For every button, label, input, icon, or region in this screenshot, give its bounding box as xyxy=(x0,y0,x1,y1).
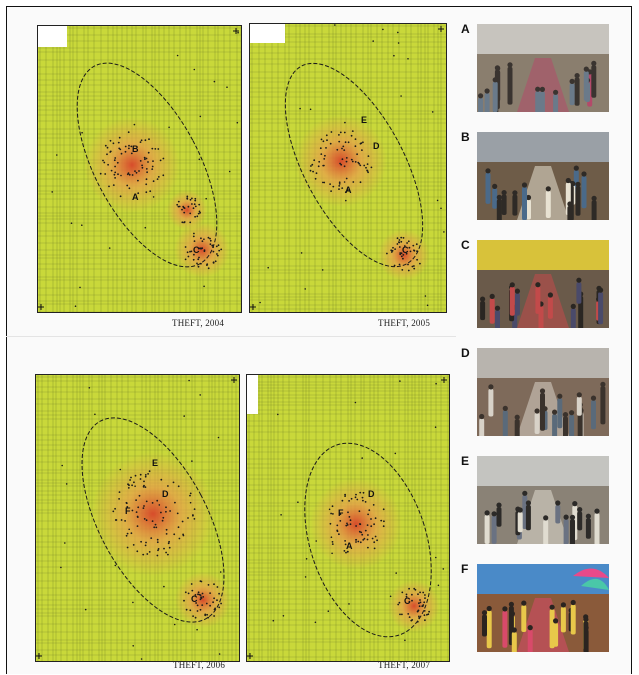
photo-column: A B C D E F xyxy=(461,22,621,670)
location-label-d: D xyxy=(373,141,380,151)
location-label-e: E xyxy=(152,458,158,468)
map-caption-2005: THEFT, 2005 xyxy=(378,318,431,328)
std-deviation-ellipse xyxy=(304,442,432,638)
std-deviation-ellipse xyxy=(76,62,218,268)
photo-letter: D xyxy=(461,346,470,360)
location-label-c: C xyxy=(404,596,411,606)
location-label-a: A xyxy=(346,541,353,551)
location-label-d: D xyxy=(162,489,169,499)
photo-letter: B xyxy=(461,130,470,144)
photo-row-d: D xyxy=(461,346,621,442)
theft-hotspot xyxy=(388,580,440,632)
corner-mark xyxy=(36,653,42,659)
street-grid xyxy=(249,23,447,313)
photo-row-a: A xyxy=(461,22,621,118)
map-panel-theft-2004: A B C xyxy=(37,25,242,313)
location-label-c: C xyxy=(193,245,200,255)
corner-mark xyxy=(441,377,447,383)
heatmap-svg: A C D E xyxy=(249,23,447,313)
theft-hotspot xyxy=(310,478,402,570)
location-label-e: E xyxy=(361,115,367,125)
photo-letter: E xyxy=(461,454,470,468)
map-panel-theft-2005: A C D E xyxy=(249,23,447,313)
theft-hotspot xyxy=(91,452,215,576)
corner-mark xyxy=(247,653,253,659)
map-cutout xyxy=(37,25,67,47)
photo-row-c: C xyxy=(461,238,621,334)
heatmap-svg: A C D F xyxy=(246,374,450,662)
incident-points xyxy=(60,379,223,660)
corner-mark xyxy=(438,26,444,32)
heatmap-svg: A B C xyxy=(37,25,242,313)
photo-row-b: B xyxy=(461,130,621,226)
corner-mark xyxy=(233,28,239,34)
theft-hotspot xyxy=(167,190,207,230)
row-divider xyxy=(6,336,456,337)
map-border xyxy=(249,23,447,313)
photo-crowded-shopping-street xyxy=(477,240,609,328)
photo-covered-walkway-under-overpass xyxy=(477,456,609,544)
location-label-d: D xyxy=(368,489,375,499)
photo-elevated-walkway-crowd xyxy=(477,24,609,112)
map-border xyxy=(35,374,240,662)
map-caption-2007: THEFT, 2007 xyxy=(378,660,431,670)
map-border xyxy=(246,374,450,662)
photo-row-e: E xyxy=(461,454,621,550)
location-label-f: F xyxy=(338,508,344,518)
map-panel-theft-2007: A C D F xyxy=(246,374,450,662)
photo-letter: A xyxy=(461,22,470,36)
location-label-a: A xyxy=(132,192,139,202)
heatmap-svg: C D E F xyxy=(35,374,240,662)
incident-points xyxy=(259,24,445,307)
location-label-f: F xyxy=(125,506,131,516)
map-border xyxy=(37,25,242,313)
map-panel-theft-2006: C D E F xyxy=(35,374,240,662)
incident-points xyxy=(272,380,445,642)
theft-hotspot xyxy=(295,115,387,207)
photo-narrow-street-with-jeepneys xyxy=(477,348,609,436)
location-label-c: C xyxy=(402,245,409,255)
std-deviation-ellipse xyxy=(284,62,424,268)
photo-letter: C xyxy=(461,238,470,252)
photo-market-with-umbrellas xyxy=(477,564,609,652)
std-deviation-ellipse xyxy=(81,417,225,623)
theft-hotspot xyxy=(84,117,180,213)
corner-mark xyxy=(231,377,237,383)
incident-points xyxy=(49,27,239,308)
corner-mark xyxy=(250,304,256,310)
theft-hotspot xyxy=(175,572,231,628)
map-caption-2004: THEFT, 2004 xyxy=(172,318,225,328)
map-caption-2006: THEFT, 2006 xyxy=(173,660,226,670)
photo-letter: F xyxy=(461,562,469,576)
location-label-b: B xyxy=(132,144,139,154)
corner-mark xyxy=(38,304,44,310)
photo-street-market-with-taxi xyxy=(477,132,609,220)
photo-row-f: F xyxy=(461,562,621,658)
map-cutout xyxy=(246,374,258,414)
map-cutout xyxy=(249,23,285,43)
location-label-c: C xyxy=(191,594,198,604)
location-label-a: A xyxy=(345,185,352,195)
